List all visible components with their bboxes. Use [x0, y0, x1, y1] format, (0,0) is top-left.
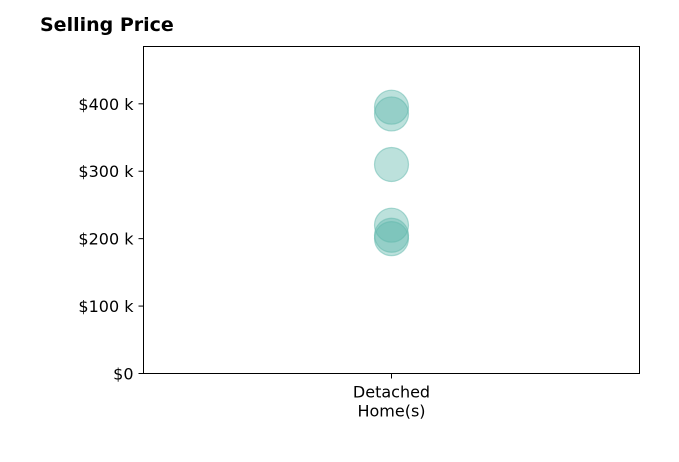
data-point [373, 96, 410, 132]
x-axis: Detached Home(s) [353, 373, 430, 421]
data-point [373, 207, 410, 243]
data-points [373, 89, 410, 257]
chart-title: Selling Price [40, 14, 174, 36]
y-tick-label: $400 k [78, 95, 134, 114]
y-tick-label: $200 k [78, 230, 134, 249]
y-tick-label: $0 [113, 365, 133, 384]
y-tick-label: $100 k [78, 297, 134, 316]
x-tick-label: Detached Home(s) [353, 383, 430, 421]
y-axis: $0 $100 k $200 k $300 k $400 k [78, 95, 144, 384]
y-tick-label: $300 k [78, 162, 134, 181]
data-point [373, 221, 410, 257]
data-point [373, 146, 410, 183]
